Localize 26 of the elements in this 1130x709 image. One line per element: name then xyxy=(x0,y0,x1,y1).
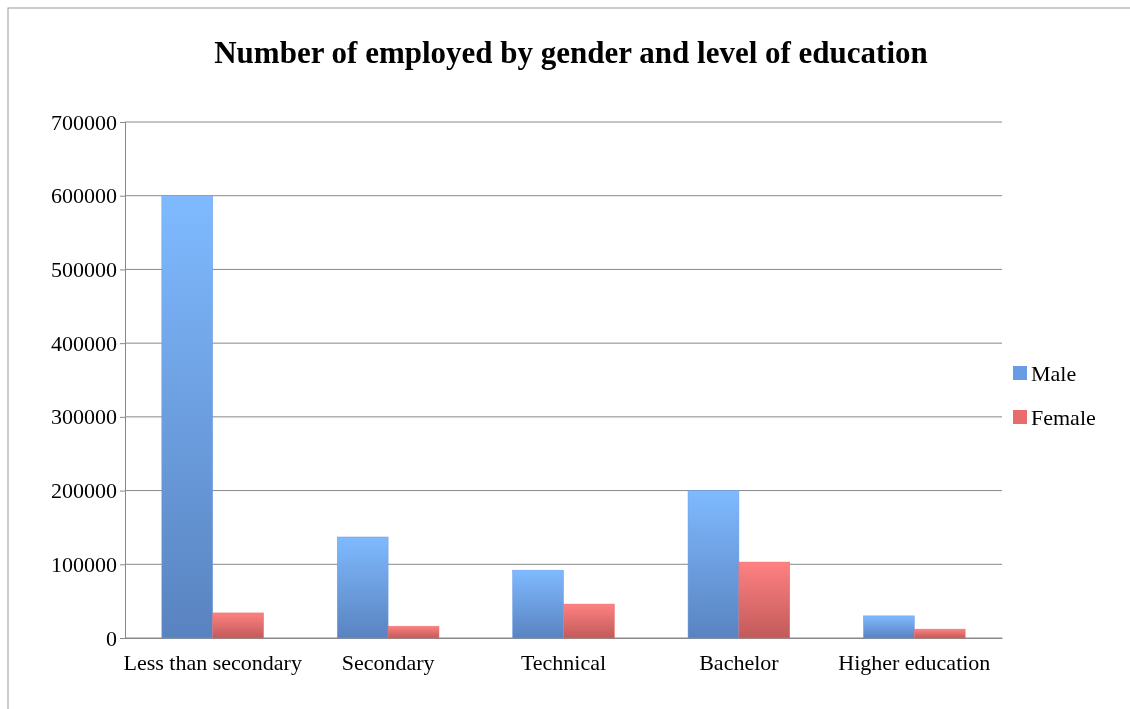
bar xyxy=(161,195,213,639)
x-tick-label: Technical xyxy=(520,649,607,675)
bar xyxy=(212,612,264,639)
chart-title: Number of employed by gender and level of education xyxy=(214,35,928,70)
y-tick-label: 200000 xyxy=(51,478,117,504)
bar xyxy=(863,615,915,639)
y-tick-label: 100000 xyxy=(51,551,117,577)
bar xyxy=(563,603,615,639)
x-tick-label: Secondary xyxy=(341,649,435,675)
y-tick-label: 600000 xyxy=(51,183,117,209)
bar xyxy=(738,561,791,639)
y-tick-label: 0 xyxy=(106,625,117,651)
y-tick-label: 700000 xyxy=(51,109,117,135)
y-tick-label: 300000 xyxy=(51,404,117,430)
bar xyxy=(336,536,389,639)
y-tick-label: 500000 xyxy=(51,256,117,282)
x-tick-label: Bachelor xyxy=(699,649,780,675)
legend-label: Male xyxy=(1031,361,1077,386)
x-tick-label: Higher education xyxy=(838,649,991,675)
y-tick-label: 400000 xyxy=(51,330,117,356)
legend-label: Female xyxy=(1031,405,1096,430)
bar xyxy=(687,490,740,639)
bar xyxy=(914,628,966,639)
x-tick-label: Less than secondary xyxy=(123,649,302,675)
bar xyxy=(387,625,440,639)
bar xyxy=(512,569,564,639)
